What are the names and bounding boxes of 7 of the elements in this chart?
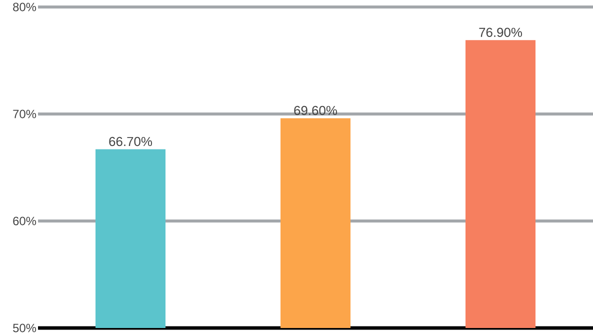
y-tick-label: 70% (13, 110, 36, 118)
y-tick-label: 80% (13, 2, 36, 12)
data-label: 69.60% (294, 106, 338, 116)
data-label: 76.90% (479, 28, 522, 37)
y-tick-label: 60% (13, 216, 36, 226)
y-tick-label: 50% (13, 324, 36, 332)
data-label: 66.70% (109, 136, 152, 146)
